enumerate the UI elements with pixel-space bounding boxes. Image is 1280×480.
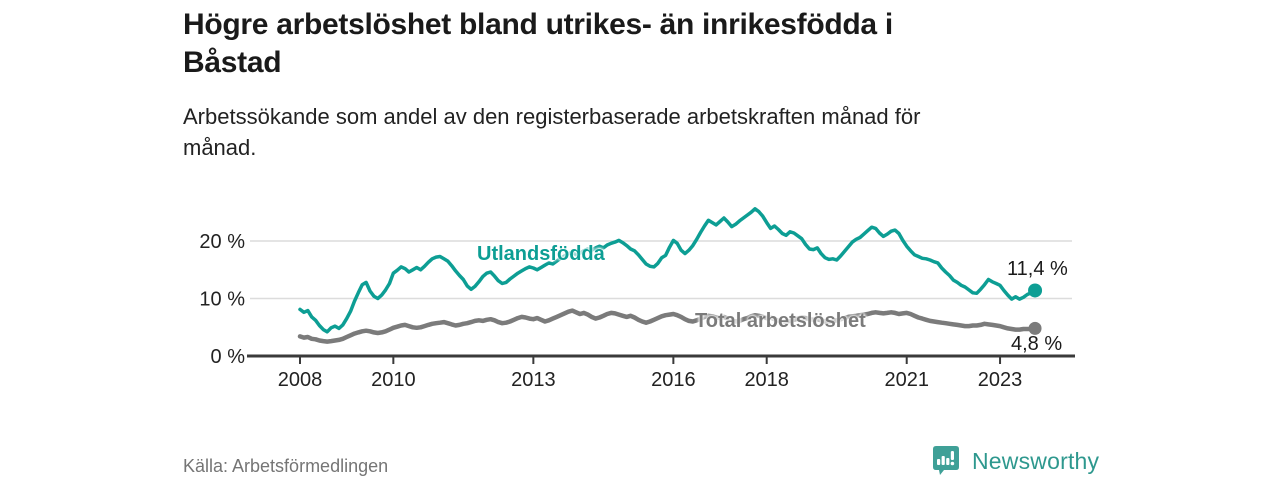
newsworthy-logo-icon (930, 445, 962, 477)
chart-title-line2: Båstad (183, 46, 282, 79)
end-value-label-total: 4,8 % (1011, 333, 1063, 355)
series-line-total (297, 308, 1038, 344)
x-tick-label: 2010 (371, 369, 416, 391)
x-tick-label: 2013 (511, 369, 556, 391)
chart-subtitle-line1: Arbetssökande som andel av den registerb… (183, 104, 921, 129)
x-tick-label: 2023 (978, 369, 1023, 391)
chart-title: Högre arbetslöshet bland utrikes- än inr… (183, 6, 1143, 82)
y-tick-label: 20 % (199, 231, 245, 253)
line-chart-plot: 0 % 10 % 20 % 2008 2010 2013 2016 2018 2021 2023 (199, 207, 1075, 391)
newsworthy-brand-link[interactable]: Newsworthy (930, 445, 1099, 477)
series-label-total-arbetsloshet: Total arbetslöshet (695, 310, 866, 332)
y-tick-label: 0 % (211, 346, 246, 368)
x-tick-label: 2016 (651, 369, 696, 391)
series-label-utlandsfodda: Utlandsfödda (477, 243, 605, 265)
x-tick-label: 2008 (278, 369, 323, 391)
series-end-dot-utlandsfodda (1028, 283, 1043, 298)
chart-subtitle: Arbetssökande som andel av den registerb… (183, 101, 1123, 163)
end-value-label-utlandsfodda: 11,4 % (1007, 258, 1068, 280)
y-tick-label: 10 % (199, 289, 245, 311)
series-line-utlandsfodda (298, 207, 1037, 334)
x-tick-label: 2021 (884, 369, 929, 391)
chart-subtitle-line2: månad. (183, 135, 257, 160)
chart-title-line1: Högre arbetslöshet bland utrikes- än inr… (183, 8, 893, 41)
newsworthy-brand-name: Newsworthy (972, 447, 1100, 474)
source-credit: Källa: Arbetsförmedlingen (183, 456, 389, 476)
series-end-dot-total (1028, 321, 1042, 335)
x-tick-label: 2018 (744, 369, 789, 391)
